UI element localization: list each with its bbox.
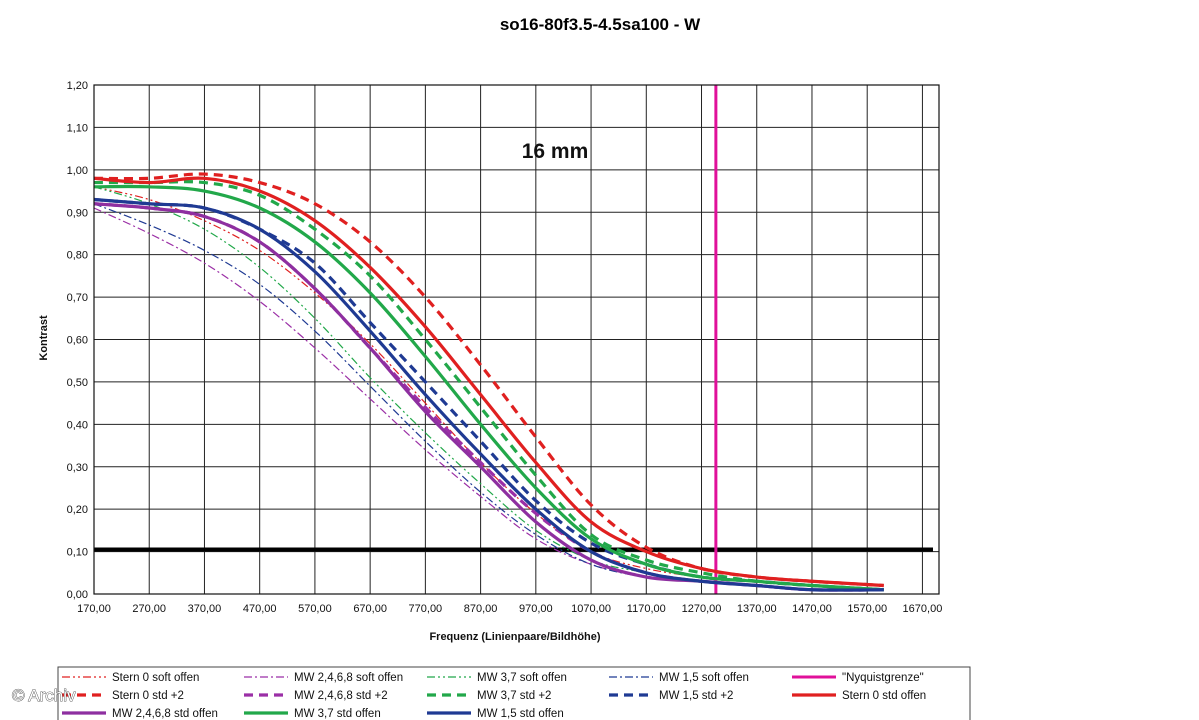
y-tick-label: 1,00 [67, 165, 88, 177]
y-tick-label: 0,10 [67, 547, 88, 559]
y-tick-label: 0,80 [67, 250, 88, 262]
legend-label: "Nyquistgrenze" [842, 672, 924, 684]
legend-label: MW 2,4,6,8 soft offen [294, 672, 403, 684]
watermark: © Archiv [12, 686, 76, 705]
legend-label: MW 3,7 std offen [294, 708, 381, 720]
y-tick-label: 0,70 [67, 292, 88, 304]
x-tick-labels: 170,00 270,00 370,00 470,00 570,00 670,00 770,… [77, 603, 942, 615]
series-line-mw-2-4-6-8-soft-offen [93, 207, 884, 591]
legend-label: MW 1,5 soft offen [659, 672, 749, 684]
x-tick-label: 670,00 [353, 603, 387, 615]
x-axis-label: Frequenz (Linienpaare/Bildhöhe) [429, 631, 600, 643]
y-tick-labels: 0,00 0,10 0,20 0,30 0,40 0,50 0,60 0,70 0,80 0,90… [67, 80, 88, 601]
legend-label: Stern 0 std +2 [112, 690, 184, 702]
y-tick-label: 0,60 [67, 335, 88, 347]
y-tick-label: 0,90 [67, 207, 88, 219]
y-tick-label: 0,00 [67, 589, 88, 601]
x-tick-label: 170,00 [77, 603, 111, 615]
x-tick-label: 1670,00 [903, 603, 943, 615]
legend-label: MW 1,5 std offen [477, 708, 564, 720]
legend-label: MW 2,4,6,8 std +2 [294, 690, 388, 702]
x-tick-label: 1270,00 [682, 603, 722, 615]
y-tick-label: 1,10 [67, 122, 88, 134]
series-lines [93, 85, 884, 594]
legend-label: MW 2,4,6,8 std offen [112, 708, 218, 720]
x-tick-label: 1470,00 [792, 603, 832, 615]
legend-label: MW 3,7 std +2 [477, 690, 551, 702]
x-tick-label: 870,00 [464, 603, 498, 615]
legend-label: MW 1,5 std +2 [659, 690, 733, 702]
x-tick-label: 970,00 [519, 603, 553, 615]
legend-label: MW 3,7 soft offen [477, 672, 567, 684]
plot-frame [93, 84, 940, 595]
x-tick-label: 470,00 [243, 603, 277, 615]
x-tick-label: 370,00 [188, 603, 222, 615]
x-tick-label: 1370,00 [737, 603, 777, 615]
legend-label: Stern 0 std offen [842, 690, 926, 702]
legend: Stern 0 soft offen MW 2,4,6,8 soft offen M… [57, 666, 971, 720]
series-line-stern-0-std-offen [93, 176, 884, 588]
y-tick-label: 0,40 [67, 419, 88, 431]
y-axis-label: Kontrast [38, 315, 50, 361]
x-tick-label: 270,00 [132, 603, 166, 615]
chart-title: so16-80f3.5-4.5sa100 - W [500, 15, 701, 34]
x-tick-label: 1170,00 [627, 603, 666, 615]
x-tick-label: 1070,00 [571, 603, 611, 615]
series-line-mw-3-7-std-offen [93, 184, 884, 592]
x-tick-label: 770,00 [409, 603, 443, 615]
y-tick-label: 0,50 [67, 377, 88, 389]
plot-border [93, 84, 940, 595]
legend-label: Stern 0 soft offen [112, 672, 199, 684]
x-tick-label: 1570,00 [847, 603, 887, 615]
x-tick-label: 570,00 [298, 603, 332, 615]
y-tick-label: 0,30 [67, 462, 88, 474]
y-tick-label: 1,20 [67, 80, 88, 92]
grid [93, 84, 939, 595]
y-tick-label: 0,20 [67, 504, 88, 516]
annotation-focal-length: 16 mm [522, 140, 589, 163]
series-line-mw-1-5-std-offen [93, 197, 884, 592]
